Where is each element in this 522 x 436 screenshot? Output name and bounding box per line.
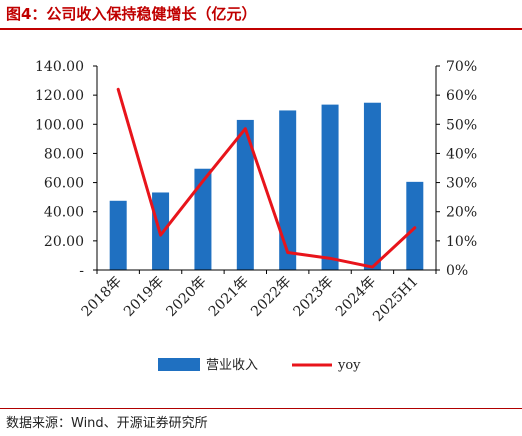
bar-5 [321,104,339,270]
right-tick-label-3: 30% [446,176,477,192]
x-category-label-4: 2022年 [248,274,294,320]
bar-3 [236,119,254,271]
x-category-label-2: 2020年 [163,274,209,320]
right-tick-label-2: 20% [446,205,477,221]
x-category-label-0: 2018年 [79,274,125,320]
left-tick-label-6: 120.00 [35,88,84,104]
x-category-label-7: 2025H1 [370,274,421,325]
right-tick-label-0: 0% [446,263,468,279]
right-tick-label-5: 50% [446,117,477,133]
legend-bar-label: 营业收入 [206,358,258,373]
left-tick-label-4: 80.00 [44,146,84,162]
left-tick-label-1: 20.00 [44,234,84,250]
figure-title: 图4：公司收入保持稳健增长（亿元） [6,5,257,23]
left-tick-label-5: 100.00 [35,117,84,133]
legend-bar-swatch [158,358,200,371]
revenue-yoy-chart: - 20.00 40.00 60.00 80.00 100.00 120.00 140.00 0… [35,59,477,373]
left-tick-label-3: 60.00 [44,176,84,192]
source-note: 数据来源：Wind、开源证券研究所 [6,416,208,431]
left-tick-label-7: 140.00 [35,59,84,75]
bar-7 [406,181,424,270]
yoy-line [116,87,417,269]
x-category-label-5: 2023年 [290,274,336,320]
footer-divider [0,408,522,409]
x-category-label-1: 2019年 [121,274,167,320]
x-category-label-3: 2021年 [206,274,252,320]
bar-0 [109,200,127,270]
title-divider [0,28,522,30]
right-tick-label-4: 40% [446,146,477,162]
left-tick-label-0: - [79,263,84,279]
bar-6 [363,102,381,270]
bar-2 [194,168,212,270]
right-tick-label-7: 70% [446,59,477,75]
right-tick-label-6: 60% [446,88,477,104]
bar-4 [279,110,297,270]
left-tick-label-2: 40.00 [44,205,84,221]
legend-line-label: yoy [337,358,361,373]
right-tick-label-1: 10% [446,234,477,250]
